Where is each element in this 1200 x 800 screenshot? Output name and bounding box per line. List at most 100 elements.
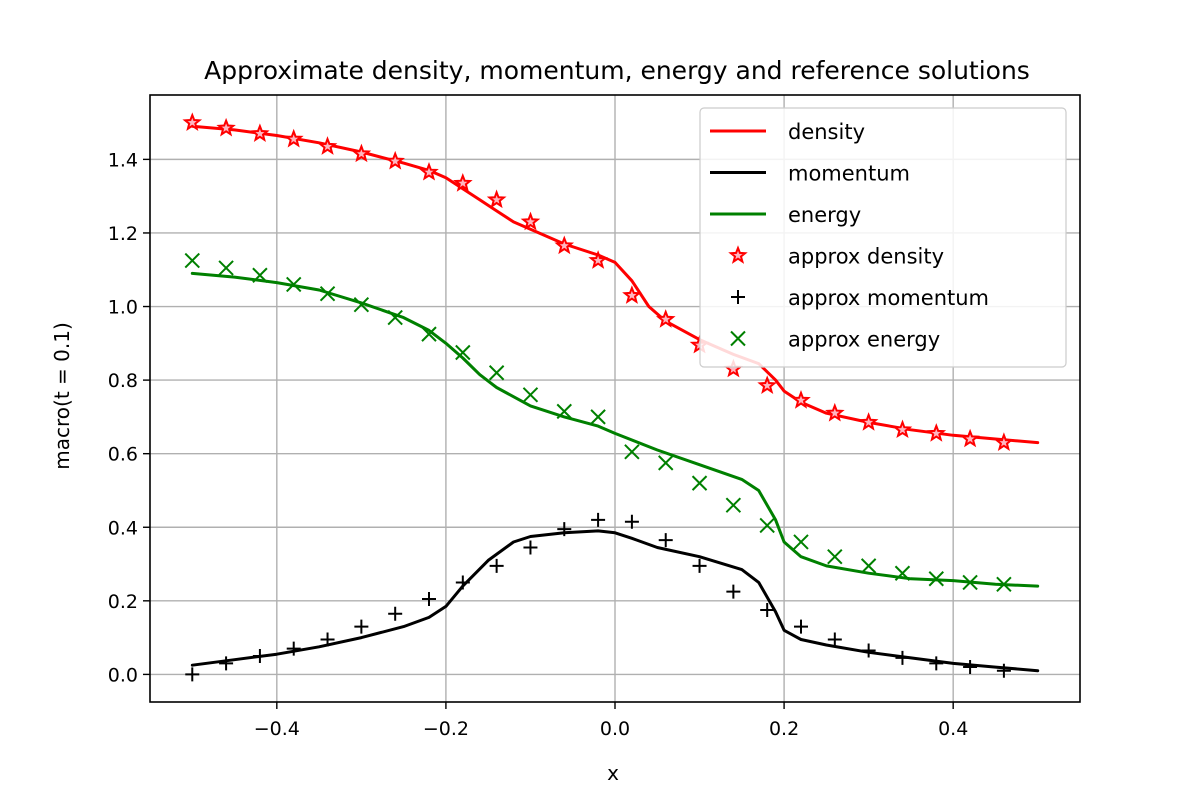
- y-tick-label: 0.6: [108, 444, 138, 466]
- approx-energy-point: [793, 534, 809, 550]
- approx-density-point: [385, 150, 405, 170]
- approx-density-point: [520, 211, 541, 231]
- approx-energy-point: [387, 309, 403, 326]
- approx-momentum-point: [388, 606, 403, 621]
- approx-momentum-point: [320, 632, 335, 647]
- legend-label-approx-energy: approx energy: [788, 328, 940, 352]
- approx-momentum-point: [422, 591, 436, 606]
- approx-energy-point: [184, 252, 200, 269]
- approx-energy-point: [691, 475, 708, 491]
- approx-density-point: [757, 375, 777, 394]
- approx-momentum-point: [286, 641, 301, 656]
- x-axis-label: x: [607, 761, 619, 785]
- series-layer: [182, 112, 1040, 682]
- approx-momentum-point: [794, 619, 808, 634]
- approx-momentum-point: [557, 522, 572, 537]
- approx-energy-point: [286, 276, 302, 293]
- legend-label-approx-momentum: approx momentum: [788, 286, 989, 310]
- y-tick-label: 1.0: [108, 297, 138, 319]
- approx-energy-point: [455, 344, 471, 361]
- approx-momentum-point: [726, 584, 741, 599]
- approx-energy-point: [353, 296, 370, 313]
- legend-handle-approx-momentum: [731, 290, 745, 304]
- legend-box: [699, 107, 1067, 368]
- approx-density-point: [858, 412, 879, 431]
- approx-momentum-point: [354, 619, 369, 634]
- approx-density-point: [588, 250, 608, 269]
- approx-momentum-point: [624, 514, 639, 529]
- approx-density-point: [554, 235, 575, 255]
- approx-density-point: [351, 143, 372, 163]
- legend-handle-approx-density: [728, 245, 748, 264]
- approx-energy-point: [252, 267, 268, 283]
- approx-momentum-point: [827, 632, 842, 647]
- approx-density-point: [216, 117, 236, 137]
- legend-label-density: density: [788, 120, 865, 144]
- legend-handle-approx-energy: [730, 330, 746, 347]
- density-line: [190, 124, 1040, 445]
- approx-momentum-point: [929, 656, 944, 671]
- approx-momentum-point: [252, 649, 267, 664]
- approx-momentum-point: [658, 533, 673, 548]
- approx-energy-point: [962, 574, 978, 591]
- x-tick-label: −0.4: [254, 718, 300, 740]
- x-tick-label: 0.2: [769, 718, 799, 740]
- chart-title: Approximate density, momentum, energy an…: [204, 56, 1030, 85]
- x-tick-label: 0.0: [600, 718, 630, 740]
- approx-density-point: [994, 432, 1014, 451]
- approx-energy-point: [928, 571, 944, 587]
- legend-swatch-approx-momentum: [731, 290, 745, 304]
- approx-density-point: [960, 428, 980, 448]
- approx-energy-point: [590, 409, 606, 425]
- approx-density-point: [622, 285, 642, 304]
- approx-momentum-point: [219, 656, 234, 671]
- approx-energy-point: [556, 403, 572, 420]
- approx-energy-point: [218, 260, 234, 276]
- approx-density-point: [655, 309, 676, 328]
- y-tick-label: 0.8: [108, 370, 138, 392]
- approx-energy-point: [488, 365, 505, 381]
- approx-energy-point: [759, 517, 775, 534]
- legend-label-momentum: momentum: [788, 162, 910, 186]
- approx-density-point: [892, 419, 913, 439]
- legend-swatch-approx-energy: [730, 330, 746, 347]
- y-tick-label: 0.0: [108, 664, 138, 686]
- approx-density-point: [926, 423, 947, 442]
- y-tick-label: 0.2: [108, 591, 138, 613]
- legend-swatch-approx-density: [728, 245, 748, 264]
- approx-momentum-point: [861, 643, 876, 658]
- approx-momentum-point: [760, 603, 775, 618]
- approx-energy-point: [894, 565, 911, 581]
- approx-energy-point: [860, 558, 877, 574]
- approx-momentum-point: [963, 660, 978, 675]
- approx-momentum-point: [996, 663, 1011, 678]
- approx-density-point: [825, 402, 845, 422]
- approx-density-point: [486, 189, 507, 209]
- approx-density-point: [182, 112, 203, 131]
- approx-energy-point: [725, 497, 742, 513]
- approx-energy-point: [658, 455, 674, 471]
- y-tick-label: 1.4: [108, 149, 138, 171]
- y-axis-label: macro(t = 0.1): [50, 322, 74, 469]
- legend-label-energy: energy: [788, 203, 861, 227]
- legend-label-approx-density: approx density: [788, 245, 944, 269]
- approx-energy-point: [522, 387, 539, 403]
- approx-density-point: [791, 389, 811, 409]
- approx-momentum-point: [489, 558, 504, 573]
- approx-energy-point: [319, 285, 336, 302]
- approx-density-point: [250, 123, 270, 142]
- approx-momentum-point: [591, 512, 606, 527]
- approx-density-point: [453, 173, 473, 192]
- approx-energy-series: [184, 252, 1012, 592]
- x-tick-label: 0.4: [938, 718, 968, 740]
- approx-momentum-series: [185, 512, 1011, 682]
- approx-energy-point: [827, 548, 843, 565]
- ticks: −0.4 −0.2 0.0 0.2 0.4 0.0 0.2 0.4 0.6 0.8 1.0 1.2 1.…: [108, 149, 969, 740]
- approx-momentum-point: [692, 558, 707, 573]
- approx-momentum-point: [895, 650, 910, 665]
- momentum-line: [190, 529, 1040, 673]
- approx-energy-point: [624, 444, 640, 460]
- approx-momentum-point: [455, 575, 470, 590]
- x-tick-label: −0.2: [423, 718, 469, 740]
